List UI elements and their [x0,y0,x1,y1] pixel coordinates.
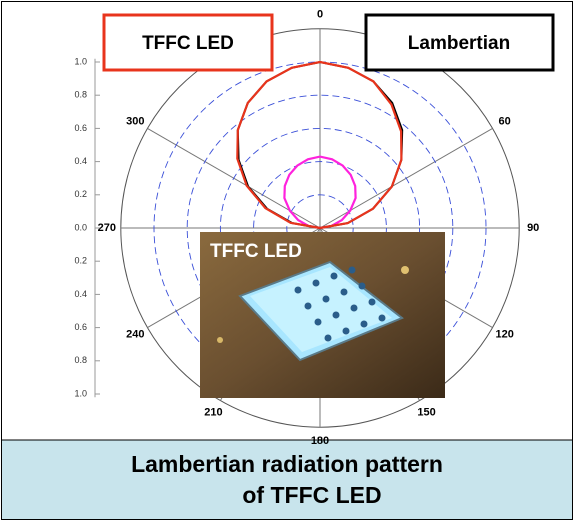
angle-label: 0 [317,9,323,21]
angle-label: 210 [204,407,222,419]
legend-label: Lambertian [408,33,510,54]
r-tick-label: 0.6 [74,123,87,133]
angle-label: 240 [126,329,144,341]
angle-label: 150 [417,407,435,419]
legend-label: TFFC LED [142,33,234,54]
r-tick-label: 0.8 [74,90,87,100]
inset-photo: TFFC LED [200,232,445,398]
r-tick-label: 1.0 [74,388,87,398]
r-tick-label: 0.4 [74,289,87,299]
angle-label: 120 [495,329,513,341]
page: 0 60 90 120 150 180 210 240 270 300 0.0 0.2 0.2 0.4 0.… [0,0,575,522]
r-tick-label: 0.0 [74,222,87,232]
r-tick-label: 0.2 [74,256,87,266]
angle-label: 60 [499,115,511,127]
caption-line: Lambertian radiation pattern [131,451,443,477]
r-tick-label: 0.6 [74,322,87,332]
r-tick-label: 0.8 [74,355,87,365]
r-tick-label: 0.2 [74,189,87,199]
angle-label: 180 [311,435,329,447]
caption-line: of TFFC LED [242,482,381,508]
angle-label: 90 [527,222,539,234]
angle-label: 300 [126,115,144,127]
inset-label: TFFC LED [210,241,302,262]
r-tick-label: 0.4 [74,156,87,166]
r-tick-label: 1.0 [74,56,87,66]
angle-label: 270 [98,222,116,234]
